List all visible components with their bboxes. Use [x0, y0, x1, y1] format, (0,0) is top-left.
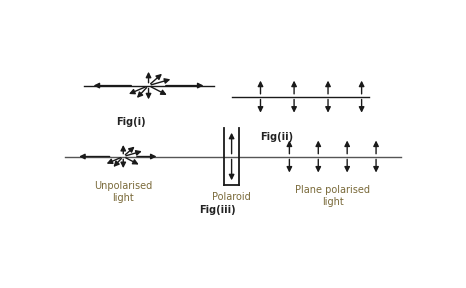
- Text: Unpolarised
light: Unpolarised light: [94, 181, 152, 202]
- Text: Fig(iii): Fig(iii): [199, 205, 235, 215]
- Text: Polaroid: Polaroid: [212, 192, 251, 202]
- Text: Plane polarised
light: Plane polarised light: [295, 185, 370, 207]
- Text: Fig(ii): Fig(ii): [260, 132, 294, 142]
- Text: Fig(i): Fig(i): [116, 117, 146, 127]
